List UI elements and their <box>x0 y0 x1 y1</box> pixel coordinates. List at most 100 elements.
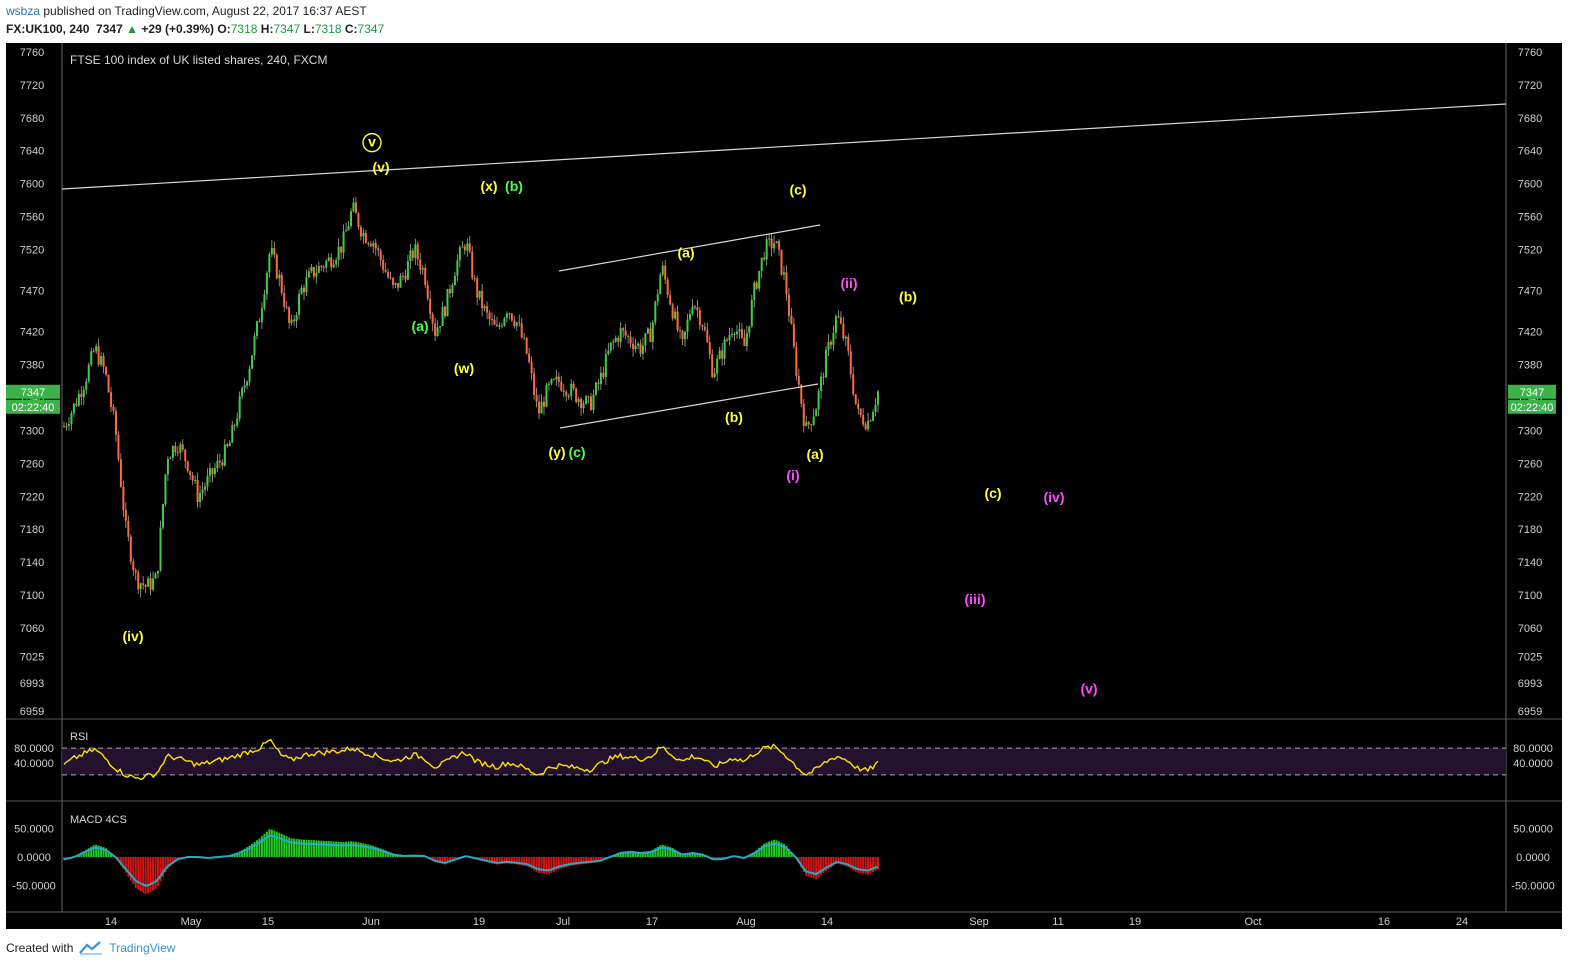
tradingview-brand-link[interactable]: TradingView <box>109 941 176 955</box>
chart-container[interactable]: FTSE 100 index of UK listed shares, 240,… <box>6 43 1562 929</box>
candle-body <box>594 382 597 395</box>
wave-label: (b) <box>899 288 917 304</box>
rsi-tick-left: 80.0000 <box>14 743 54 755</box>
wave-label: (iv) <box>1044 489 1065 505</box>
candle-body <box>429 298 432 315</box>
candle-body <box>817 390 820 410</box>
candle-body <box>847 336 850 352</box>
candle-body <box>280 274 283 293</box>
candle-body <box>439 326 442 328</box>
price-tick-right: 7380 <box>1518 360 1542 372</box>
candle-body <box>416 244 419 260</box>
author-name[interactable]: wsbza <box>6 4 41 18</box>
candle-body <box>538 401 541 414</box>
price-tick-right: 7300 <box>1518 425 1542 437</box>
candle-body <box>674 311 677 319</box>
candle-body <box>706 330 709 343</box>
candle-body <box>451 285 454 294</box>
symbol-label: FX:UK100, 240 <box>6 22 90 36</box>
candle-body <box>436 327 439 336</box>
candle-body <box>186 461 189 472</box>
candle-body <box>787 294 790 316</box>
wave-label: (v) <box>1080 681 1097 697</box>
price-tick-left: 7720 <box>20 80 44 92</box>
candle-body <box>369 243 372 247</box>
close-value: 7347 <box>357 22 385 36</box>
candle-body <box>268 254 271 273</box>
candle-body <box>755 282 758 289</box>
candle-body <box>505 313 508 319</box>
candle-body <box>852 374 855 395</box>
candle-body <box>458 247 461 261</box>
candle-body <box>842 323 845 339</box>
candle-body <box>312 267 315 277</box>
candle-body <box>82 389 85 398</box>
trend-line[interactable] <box>558 224 821 272</box>
price-tick-left: 7680 <box>20 113 44 125</box>
candle-body <box>206 475 209 487</box>
candle-body <box>226 444 229 447</box>
candle-body <box>367 242 370 244</box>
candle-body <box>273 248 276 255</box>
candle-body <box>597 382 600 385</box>
candle-body <box>191 475 194 481</box>
candle-body <box>275 254 278 279</box>
time-tick: Jun <box>362 916 380 928</box>
candle-body <box>520 323 523 338</box>
wave-label: (ii) <box>840 275 857 291</box>
candle-body <box>102 356 105 368</box>
macd-tick-left: 50.0000 <box>14 824 54 836</box>
chart-background <box>6 43 1562 929</box>
open-label: O: <box>217 22 231 36</box>
candle-body <box>582 403 585 409</box>
candle-body <box>862 415 865 425</box>
candle-body <box>377 248 380 251</box>
candle-body <box>745 333 748 347</box>
candle-body <box>515 322 518 326</box>
price-tick-left: 7100 <box>20 590 44 602</box>
candle-body <box>723 339 726 359</box>
candle-body <box>218 460 221 463</box>
candle-body <box>874 404 877 413</box>
candle-body <box>508 313 511 315</box>
candle-body <box>65 426 68 428</box>
candle-body <box>199 492 202 503</box>
candle-body <box>703 326 706 331</box>
candle-body <box>768 238 771 240</box>
candle-body <box>406 261 409 280</box>
candle-body <box>105 367 108 375</box>
candle-body <box>614 337 617 342</box>
trend-line[interactable] <box>559 383 819 429</box>
wave-label: (a) <box>806 446 823 462</box>
candle-body <box>589 396 592 410</box>
candle-body <box>394 283 397 285</box>
candle-body <box>478 290 481 298</box>
candle-body <box>763 257 766 260</box>
candle-body <box>476 278 479 298</box>
chart-svg[interactable]: FTSE 100 index of UK listed shares, 240,… <box>6 43 1562 929</box>
candle-body <box>681 330 684 340</box>
candle-body <box>857 403 860 409</box>
candle-body <box>542 401 545 407</box>
symbol-ohlc-line: FX:UK100, 240 7347 ▲ +29 (+0.39%) O:7318… <box>6 22 384 36</box>
candle-body <box>137 572 140 590</box>
wave-label: (c) <box>984 485 1001 501</box>
price-tick-left: 6993 <box>20 678 44 690</box>
candle-body <box>797 376 800 385</box>
candle-body <box>570 383 573 397</box>
candle-body <box>389 277 392 279</box>
candle-body <box>75 403 78 406</box>
candle-body <box>117 434 120 460</box>
candle-body <box>241 387 244 397</box>
candle-body <box>87 364 90 382</box>
price-tick-right: 7260 <box>1518 458 1542 470</box>
candle-body <box>552 379 555 381</box>
trend-line[interactable] <box>61 103 1507 190</box>
candle-body <box>441 306 444 327</box>
candle-body <box>800 384 803 404</box>
time-tick: Oct <box>1244 916 1261 928</box>
candle-body <box>686 319 689 332</box>
candle-body <box>872 412 875 421</box>
price-tick-left: 7380 <box>20 360 44 372</box>
candle-body <box>486 306 489 313</box>
